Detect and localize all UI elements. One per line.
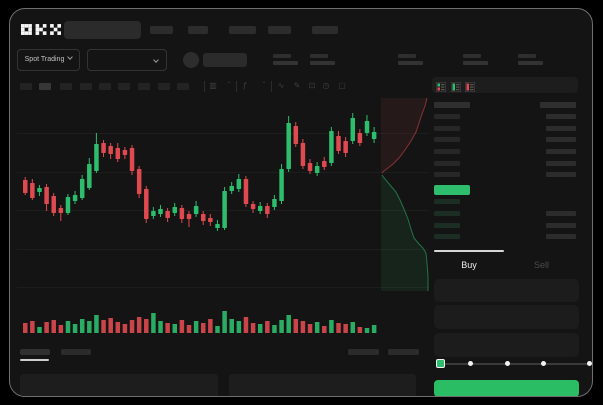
- timeframe-button-5[interactable]: [99, 83, 111, 90]
- nav-item-5[interactable]: [312, 26, 338, 34]
- slider-stop-dot[interactable]: [505, 361, 510, 366]
- indicator-icon[interactable]: ƒ: [242, 81, 248, 90]
- line-tool-icon[interactable]: ∿: [277, 81, 285, 90]
- slider-stop-dot[interactable]: [541, 361, 546, 366]
- orderbook-last-price-bar[interactable]: [434, 185, 470, 195]
- amount-slider-handle[interactable]: [436, 359, 445, 368]
- timeframe-button-6[interactable]: [118, 83, 130, 90]
- gridline: [17, 248, 429, 250]
- chevron-down-icon[interactable]: ˇ: [262, 81, 266, 90]
- amount-input[interactable]: [434, 305, 579, 329]
- buy-tab-active-indicator: [434, 250, 504, 252]
- fullscreen-icon[interactable]: ▢: [338, 81, 346, 90]
- orderbook-header-amount: [540, 102, 576, 108]
- amount-slider-track[interactable]: [438, 363, 590, 365]
- bottom-tab-active-underline: [20, 359, 49, 361]
- orderbook-header-price: [434, 102, 470, 108]
- toolbar-divider: [271, 81, 272, 92]
- gridline: [17, 171, 429, 173]
- nav-item-4[interactable]: [268, 26, 291, 34]
- nav-item-1[interactable]: [150, 26, 173, 34]
- slider-stop-dot[interactable]: [468, 361, 473, 366]
- tab-sell[interactable]: Sell: [533, 260, 549, 270]
- market-type-label: Spot Trading: [24, 56, 65, 63]
- timeframe-button-7[interactable]: [138, 83, 150, 90]
- chevron-down-icon: [153, 57, 159, 63]
- coin-avatar: [183, 52, 199, 68]
- depth-chart[interactable]: [381, 96, 429, 291]
- tab-buy[interactable]: Buy: [461, 260, 477, 270]
- draw-pencil-icon[interactable]: ✎: [293, 81, 301, 90]
- market-type-selector[interactable]: Spot Trading: [17, 49, 80, 71]
- timeframe-button-3[interactable]: [60, 83, 72, 90]
- total-input[interactable]: [434, 333, 579, 357]
- pair-selector[interactable]: [87, 49, 167, 71]
- timeframe-button-1[interactable]: [20, 83, 32, 90]
- chevron-down-icon[interactable]: ˇ: [227, 81, 231, 90]
- history-clock-icon[interactable]: ◷: [322, 81, 330, 90]
- orderbook-view-asks-icon[interactable]: [465, 82, 475, 92]
- camera-snapshot-icon[interactable]: ⊡: [308, 81, 316, 90]
- slider-stop-dot[interactable]: [587, 361, 592, 366]
- volume-bars: [23, 311, 377, 333]
- orders-table-panel: [20, 374, 218, 396]
- orderbook-view-both-icon[interactable]: [436, 82, 446, 92]
- timeframe-button-4[interactable]: [80, 83, 92, 90]
- gridline: [17, 133, 429, 134]
- price-input[interactable]: [434, 279, 579, 302]
- timeframe-button-2[interactable]: [39, 83, 51, 90]
- search-input[interactable]: [64, 21, 141, 39]
- bottom-tab-2[interactable]: [61, 349, 91, 355]
- buy-submit-button[interactable]: [434, 380, 579, 396]
- okx-logo: [21, 24, 61, 35]
- bottom-panel-control-2[interactable]: [388, 349, 419, 355]
- app-window: Spot Trading: [9, 8, 593, 397]
- history-table-panel: [229, 374, 416, 396]
- toolbar-divider: [236, 81, 237, 92]
- orderbook-view-bids-icon[interactable]: [451, 82, 461, 92]
- timeframe-button-9[interactable]: [177, 83, 189, 90]
- timeframe-button-8[interactable]: [158, 83, 170, 90]
- bottom-tab-1[interactable]: [20, 349, 50, 355]
- candlestick-chart[interactable]: [17, 96, 377, 291]
- chevron-down-icon: [67, 54, 74, 60]
- pair-name-placeholder[interactable]: [203, 53, 247, 67]
- bottom-panel-control-1[interactable]: [348, 349, 379, 355]
- gridline: [17, 287, 429, 288]
- chart-style-icon[interactable]: ▥: [209, 81, 217, 90]
- nav-item-2[interactable]: [188, 26, 208, 34]
- nav-item-3[interactable]: [229, 26, 256, 34]
- toolbar-divider: [204, 81, 205, 92]
